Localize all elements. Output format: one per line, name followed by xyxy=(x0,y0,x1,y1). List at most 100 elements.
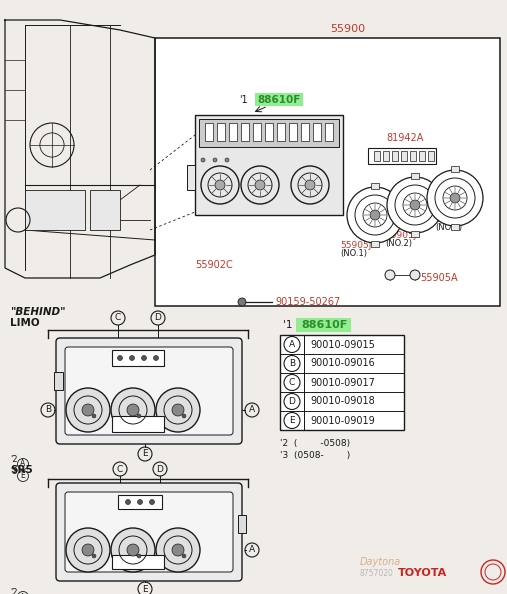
Text: D: D xyxy=(155,314,161,323)
Text: 90010-09018: 90010-09018 xyxy=(310,397,375,406)
Bar xyxy=(253,123,261,141)
Bar xyxy=(255,93,303,106)
Text: D: D xyxy=(157,465,163,473)
Bar xyxy=(265,123,273,141)
Bar xyxy=(313,123,321,141)
Bar xyxy=(112,555,164,569)
Bar xyxy=(371,241,379,247)
Text: 90010-09016: 90010-09016 xyxy=(310,359,375,368)
FancyBboxPatch shape xyxy=(65,492,233,572)
Circle shape xyxy=(82,404,94,416)
Circle shape xyxy=(129,355,134,361)
Text: E: E xyxy=(142,584,148,593)
Text: E: E xyxy=(142,450,148,459)
Text: 55905J: 55905J xyxy=(385,231,416,240)
Text: A: A xyxy=(20,592,26,594)
Text: 55902C: 55902C xyxy=(195,260,233,270)
Text: 55905A: 55905A xyxy=(420,273,458,283)
Text: '1: '1 xyxy=(239,95,248,105)
Bar xyxy=(112,416,164,432)
Text: '3  (0508-        ): '3 (0508- ) xyxy=(280,451,350,460)
Circle shape xyxy=(182,414,186,418)
Text: E: E xyxy=(21,472,25,481)
Bar xyxy=(451,224,459,230)
Bar xyxy=(411,231,419,237)
Text: (NO.2): (NO.2) xyxy=(385,239,412,248)
Bar xyxy=(368,148,436,164)
Text: 55905J: 55905J xyxy=(435,215,466,224)
Circle shape xyxy=(201,158,205,162)
Text: Daytona: Daytona xyxy=(360,557,401,567)
Text: C: C xyxy=(117,465,123,473)
Text: 81942A: 81942A xyxy=(386,133,424,143)
Text: 90010-09017: 90010-09017 xyxy=(310,378,375,387)
Text: SR5: SR5 xyxy=(10,465,33,475)
Circle shape xyxy=(215,180,225,190)
Bar xyxy=(217,123,225,141)
Circle shape xyxy=(137,500,142,504)
Text: 88610F: 88610F xyxy=(258,95,301,105)
Circle shape xyxy=(213,158,217,162)
Bar xyxy=(392,151,398,161)
Circle shape xyxy=(92,554,96,558)
Circle shape xyxy=(150,500,155,504)
Circle shape xyxy=(118,355,123,361)
Circle shape xyxy=(92,414,96,418)
FancyBboxPatch shape xyxy=(56,338,242,444)
Bar xyxy=(112,350,164,366)
Bar xyxy=(199,119,339,147)
Bar xyxy=(90,190,120,230)
Circle shape xyxy=(225,158,229,162)
Circle shape xyxy=(137,554,141,558)
Circle shape xyxy=(427,170,483,226)
Bar xyxy=(187,165,195,190)
Bar xyxy=(419,151,425,161)
Text: 8757020: 8757020 xyxy=(360,569,394,578)
Text: B: B xyxy=(289,359,295,368)
Text: A: A xyxy=(249,545,255,555)
Circle shape xyxy=(66,528,110,572)
Bar xyxy=(301,123,309,141)
Circle shape xyxy=(182,554,186,558)
Circle shape xyxy=(172,404,184,416)
Bar xyxy=(374,151,380,161)
Bar xyxy=(410,151,416,161)
Text: 55900: 55900 xyxy=(330,24,365,34)
Bar xyxy=(118,495,162,509)
Text: A: A xyxy=(20,460,26,469)
Bar xyxy=(195,115,343,215)
Text: D: D xyxy=(288,397,296,406)
Text: '1: '1 xyxy=(282,320,292,330)
Bar xyxy=(325,123,333,141)
Circle shape xyxy=(385,270,395,280)
Bar xyxy=(428,151,434,161)
Circle shape xyxy=(126,500,130,504)
Circle shape xyxy=(347,187,403,243)
Text: C: C xyxy=(289,378,295,387)
Circle shape xyxy=(66,388,110,432)
Circle shape xyxy=(127,544,139,556)
Text: (NO.1): (NO.1) xyxy=(340,249,367,258)
Circle shape xyxy=(154,355,159,361)
Bar xyxy=(229,123,237,141)
Text: LIMO: LIMO xyxy=(10,318,40,328)
Bar xyxy=(277,123,285,141)
Bar xyxy=(451,166,459,172)
Circle shape xyxy=(255,180,265,190)
Circle shape xyxy=(370,210,380,220)
Text: "BEHIND": "BEHIND" xyxy=(10,307,65,317)
Circle shape xyxy=(111,388,155,432)
Circle shape xyxy=(156,388,200,432)
Text: '2: '2 xyxy=(10,588,18,594)
Text: 90159-50267: 90159-50267 xyxy=(275,297,340,307)
Circle shape xyxy=(410,270,420,280)
Bar xyxy=(371,183,379,189)
Bar xyxy=(280,335,404,430)
Circle shape xyxy=(387,177,443,233)
Bar xyxy=(25,190,85,230)
Text: A: A xyxy=(249,406,255,415)
Circle shape xyxy=(82,544,94,556)
Bar xyxy=(296,318,351,332)
Bar xyxy=(289,123,297,141)
Bar xyxy=(155,38,500,306)
